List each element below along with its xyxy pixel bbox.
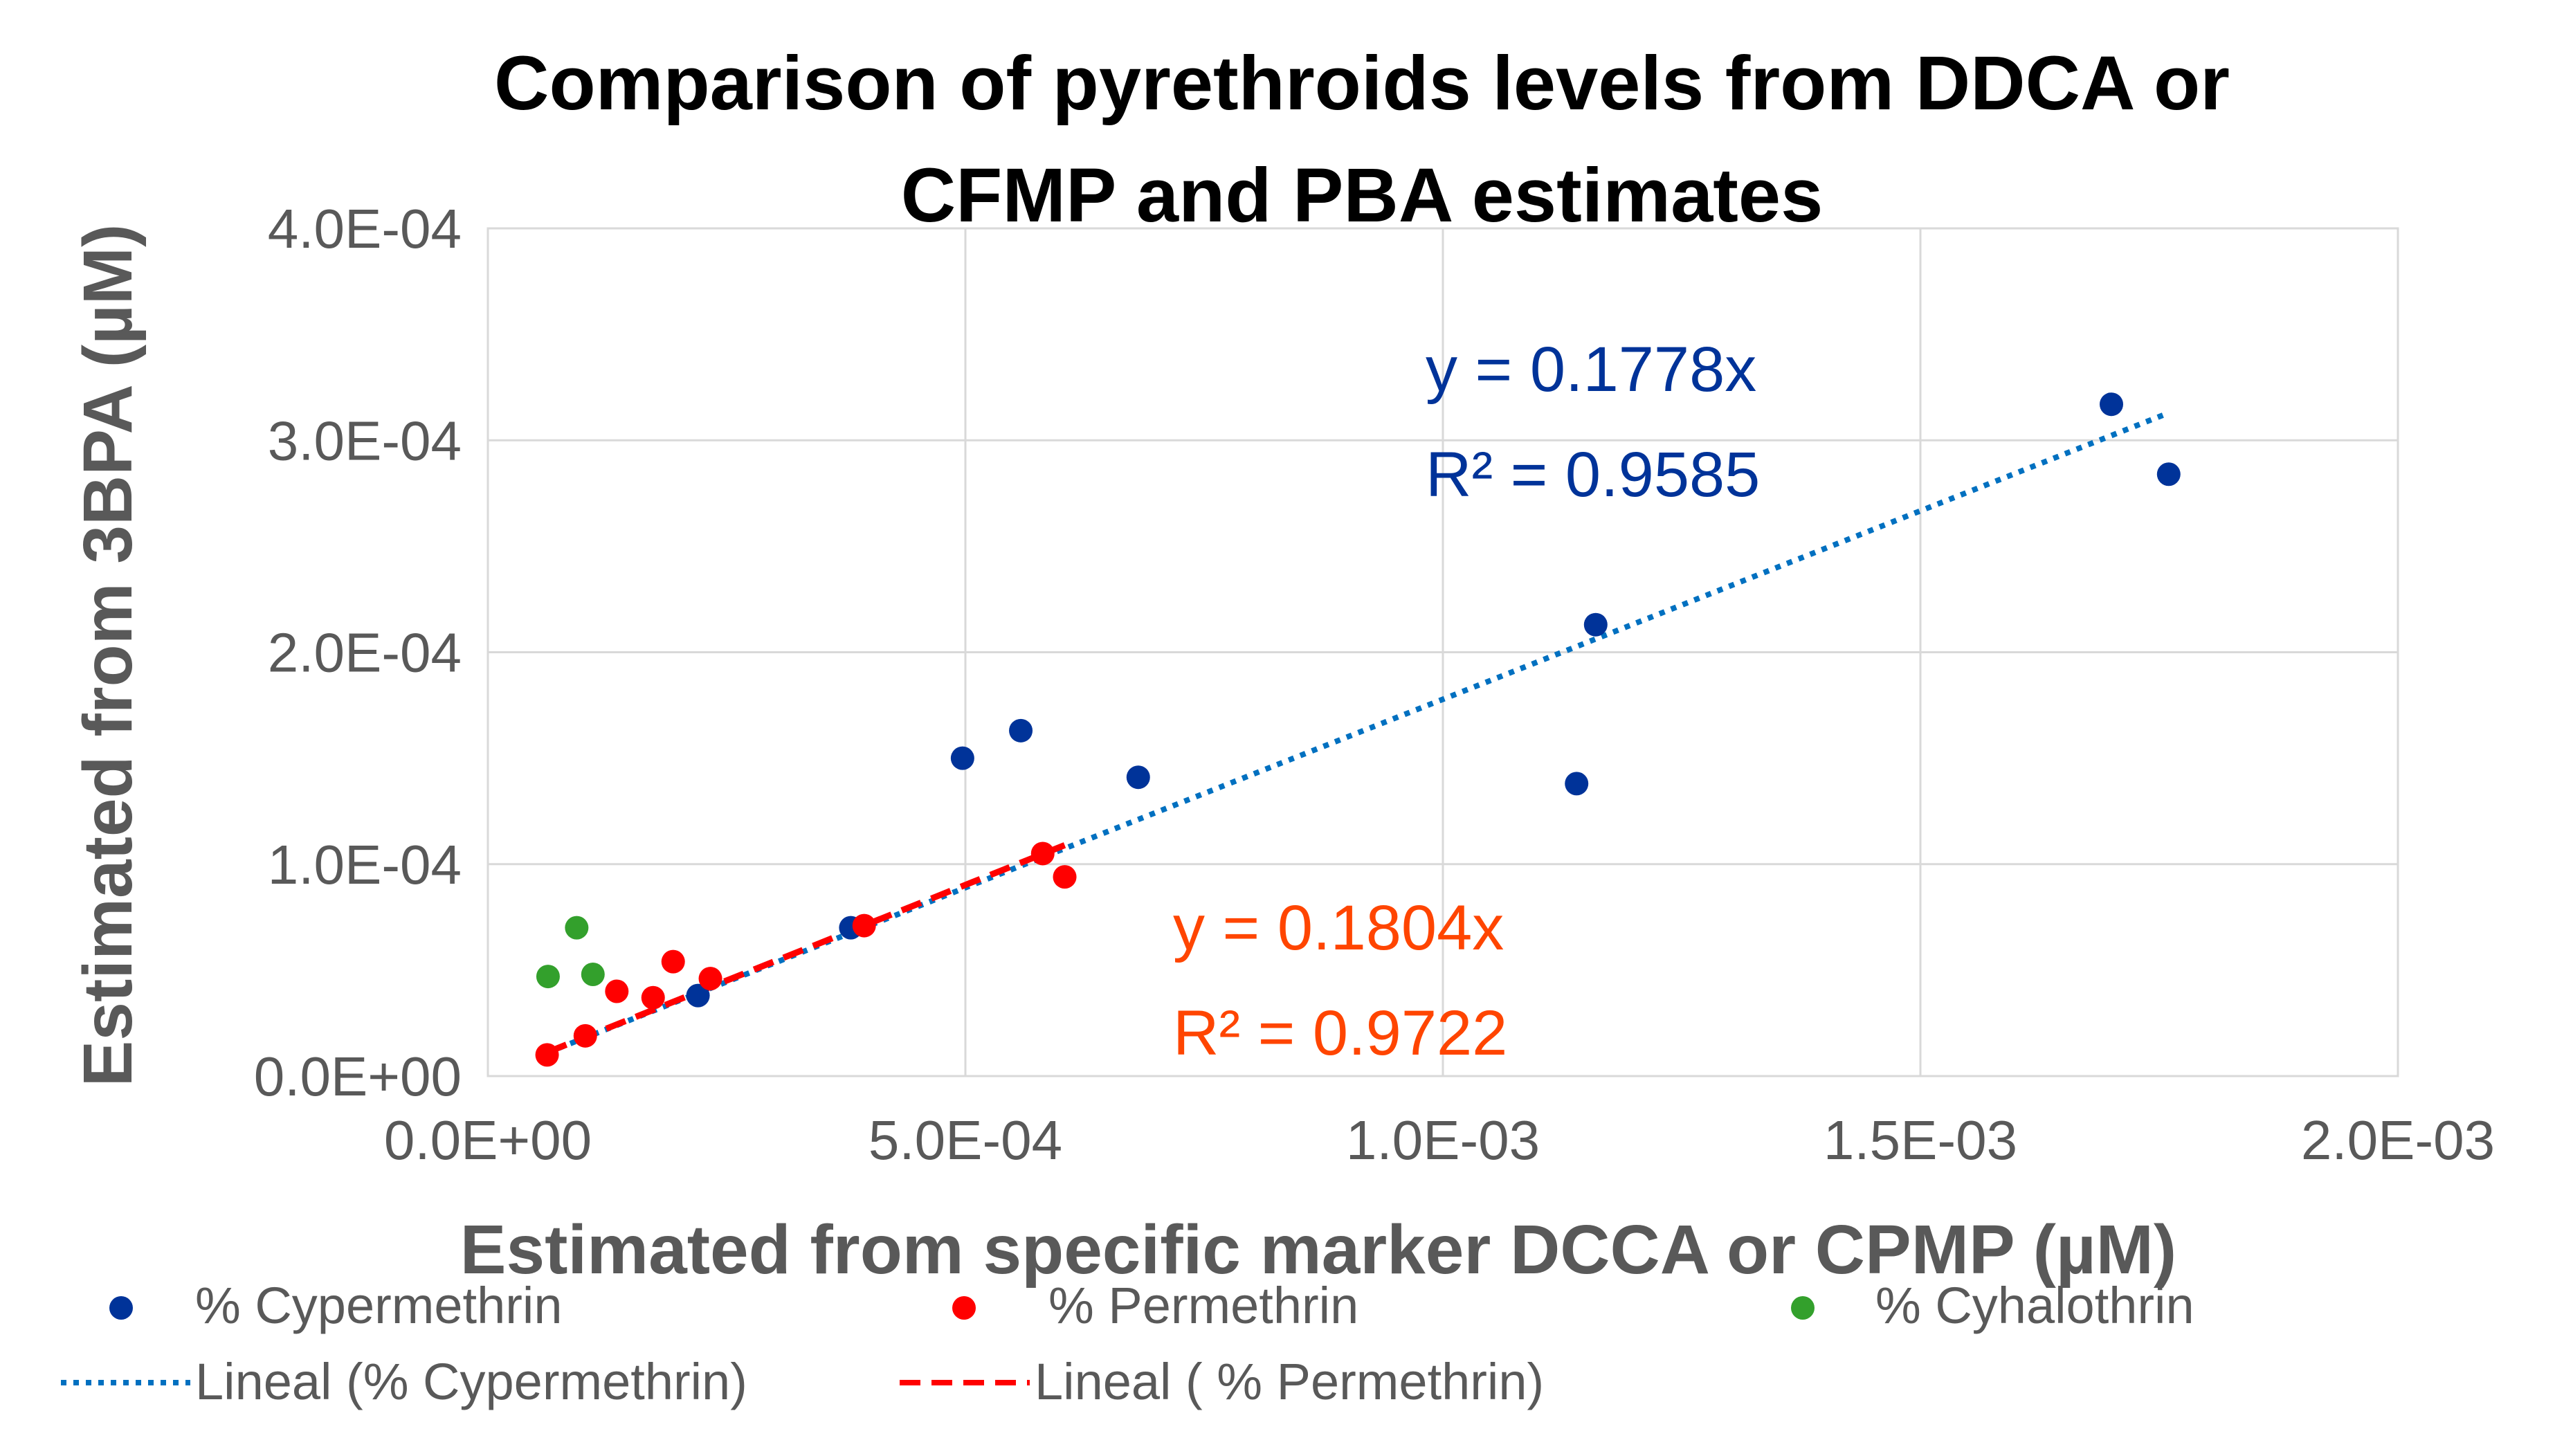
- trendline-equation: R² = 0.9585: [1426, 439, 1760, 510]
- legend-marker: [952, 1296, 976, 1320]
- data-point: [686, 983, 710, 1008]
- trendline-equation: y = 0.1804x: [1173, 893, 1504, 963]
- y-tick-label: 1.0E-04: [268, 834, 462, 895]
- trendline-equation: y = 0.1778x: [1426, 334, 1756, 405]
- trendline: [545, 842, 1066, 1055]
- y-axis-title: Estimated from 3BPA (µM): [69, 224, 147, 1087]
- data-point: [2156, 462, 2181, 486]
- chart-title-line: CFMP and PBA estimates: [901, 153, 1824, 238]
- x-tick-label: 2.0E-03: [2301, 1109, 2495, 1171]
- y-tick-label: 4.0E-04: [268, 198, 462, 260]
- legend-label: Lineal ( % Permethrin): [1035, 1353, 1544, 1410]
- legend-label: Lineal (% Cypermethrin): [195, 1353, 747, 1410]
- x-tick-label: 5.0E-04: [869, 1109, 1062, 1171]
- legend-label: % Cypermethrin: [195, 1277, 563, 1334]
- legend-label: % Permethrin: [1048, 1277, 1358, 1334]
- trendline-equation: R² = 0.9722: [1173, 998, 1507, 1068]
- data-point: [1583, 612, 1608, 637]
- data-point: [641, 985, 665, 1010]
- data-point: [852, 913, 876, 938]
- data-point: [661, 949, 685, 974]
- chart-title-line: Comparison of pyrethroids levels from DD…: [494, 41, 2230, 126]
- y-tick-label: 2.0E-04: [268, 622, 462, 684]
- data-points: [535, 392, 2181, 1067]
- y-tick-label: 3.0E-04: [268, 410, 462, 471]
- legend-label: % Cyhalothrin: [1875, 1277, 2194, 1334]
- data-point: [2100, 392, 2123, 417]
- data-point: [573, 1023, 597, 1048]
- data-point: [1053, 865, 1077, 889]
- legend-marker: [109, 1296, 133, 1320]
- data-point: [1565, 772, 1589, 796]
- data-point: [1030, 841, 1055, 866]
- data-point: [1126, 765, 1150, 790]
- axes: 0.0E+00 5.0E-04 1.0E-03 1.5E-03 2.0E-03 0.0E+…: [254, 198, 2495, 1171]
- x-tick-label: 0.0E+00: [384, 1109, 592, 1171]
- data-point: [565, 916, 589, 940]
- data-point: [536, 965, 560, 989]
- labels: Comparison of pyrethroids levels from DD…: [69, 41, 2230, 1289]
- x-tick-label: 1.0E-03: [1346, 1109, 1540, 1171]
- data-point: [605, 979, 629, 1003]
- data-point: [950, 746, 974, 770]
- legend-marker: [1791, 1296, 1815, 1320]
- y-tick-label: 0.0E+00: [254, 1046, 462, 1107]
- legend[interactable]: % Cypermethrin % Permethrin % Cyhalothrin L…: [61, 1277, 2194, 1410]
- data-point: [698, 967, 722, 991]
- data-point: [581, 963, 605, 986]
- x-axis-title: Estimated from specific marker DCCA or C…: [460, 1211, 2176, 1289]
- data-point: [535, 1043, 559, 1067]
- data-point: [1009, 718, 1033, 743]
- plot-area-border: [487, 227, 2399, 1077]
- x-tick-label: 1.5E-03: [1824, 1109, 2017, 1171]
- trendlines: [545, 410, 2170, 1055]
